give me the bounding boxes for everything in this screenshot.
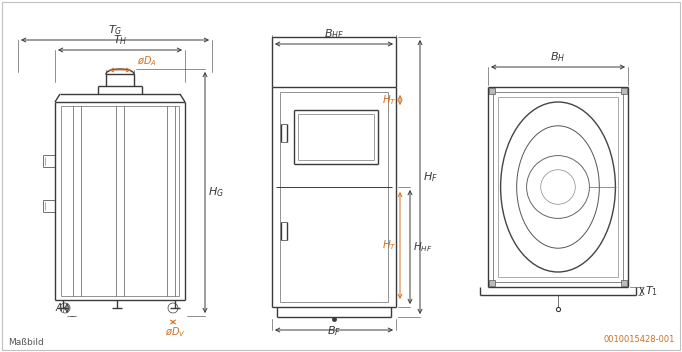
Text: Maßbild: Maßbild (8, 338, 44, 347)
Text: $B_{HF}$: $B_{HF}$ (324, 27, 344, 41)
Text: $H_T$: $H_T$ (383, 93, 397, 107)
Text: $H_{HF}$: $H_{HF}$ (413, 240, 432, 254)
Text: $B_H$: $B_H$ (550, 50, 565, 64)
Text: $T_G$: $T_G$ (108, 23, 122, 37)
Text: $H_G$: $H_G$ (208, 186, 224, 199)
Text: $øD_A$: $øD_A$ (137, 54, 157, 68)
Text: $A_I$: $A_I$ (55, 301, 66, 315)
Text: 0010015428-001: 0010015428-001 (604, 335, 675, 344)
Text: $H_T$: $H_T$ (383, 239, 397, 252)
Text: $B_F$: $B_F$ (327, 324, 341, 338)
Text: $H_F$: $H_F$ (423, 170, 438, 184)
Text: $T_1$: $T_1$ (645, 284, 658, 298)
Text: $T_H$: $T_H$ (113, 33, 128, 47)
Text: $øD_V$: $øD_V$ (164, 325, 186, 339)
